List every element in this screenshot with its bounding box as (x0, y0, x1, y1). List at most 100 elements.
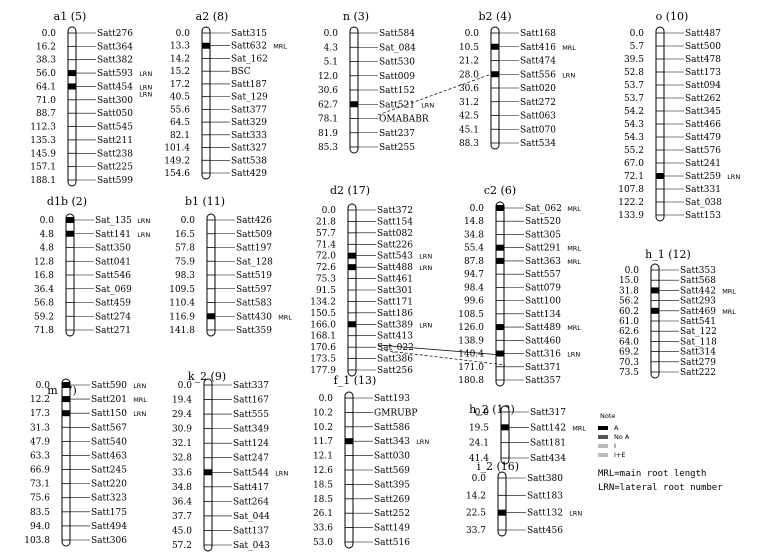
qtl-label: LRN (139, 83, 152, 91)
marker-name: Satt333 (231, 131, 267, 141)
marker-name: Satt124 (233, 439, 269, 449)
marker-position: 57.8 (175, 244, 195, 254)
marker-name: Satt082 (377, 229, 413, 239)
marker-position: 16.2 (36, 42, 56, 52)
qtl-block (62, 396, 70, 403)
legend-label: No A (614, 433, 630, 441)
marker-position: 21.2 (459, 57, 479, 67)
marker-name: Satt519 (236, 271, 272, 281)
qtl-block (348, 321, 356, 328)
marker-name: Satt461 (377, 275, 413, 285)
marker-position: 75.3 (316, 275, 336, 285)
marker-position: 85.3 (318, 143, 338, 153)
qtl-block (348, 264, 356, 271)
marker-name: Satt186 (377, 309, 413, 319)
marker-position: 107.8 (618, 185, 644, 195)
marker-name: Sat_038 (685, 198, 722, 208)
marker-position: 94.7 (464, 270, 484, 280)
qtl-label: LRN (133, 382, 146, 390)
marker-position: 177.9 (310, 366, 336, 376)
legend-label: I (614, 442, 616, 450)
marker-position: 12.1 (313, 452, 333, 462)
legend-title: Note (600, 412, 615, 420)
marker-name: Satt331 (685, 185, 721, 195)
marker-name: Satt327 (231, 144, 267, 154)
marker-name: Satt460 (525, 336, 561, 346)
marker-position: 87.8 (464, 257, 484, 267)
linkage-group-title: d2 (17) (330, 184, 370, 197)
marker-name: Satt201 (91, 395, 127, 405)
qtl-label: LRN (137, 231, 150, 239)
marker-name: Satt030 (374, 452, 410, 462)
marker-position: 32.8 (172, 454, 192, 464)
marker-position: 12.6 (313, 466, 333, 476)
marker-position: 168.1 (310, 332, 336, 342)
marker-name: Satt488 (377, 263, 413, 273)
marker-name: Satt363 (525, 257, 561, 267)
marker-name: Satt063 (520, 112, 556, 122)
marker-name: Satt168 (520, 29, 556, 39)
legend-swatch (598, 435, 608, 439)
marker-name: Satt417 (233, 483, 269, 493)
marker-position: 71.8 (34, 326, 54, 336)
marker-position: 28.0 (459, 70, 479, 80)
marker-name: Satt583 (236, 299, 272, 309)
marker-position: 73.1 (30, 480, 50, 490)
marker-position: 154.6 (164, 169, 190, 179)
marker-position: 0.0 (181, 216, 196, 226)
qtl-label: LRN (727, 173, 740, 181)
marker-name: Satt632 (231, 42, 267, 52)
marker-position: 98.3 (175, 271, 195, 281)
marker-name: Satt345 (685, 107, 721, 117)
marker-name: Satt300 (97, 96, 133, 106)
marker-name: Satt269 (374, 495, 410, 505)
legend-label: A (614, 424, 619, 432)
marker-name: Satt070 (520, 125, 556, 135)
marker-name: Satt094 (685, 81, 721, 91)
marker-name: Satt380 (527, 474, 563, 484)
marker-position: 41.4 (469, 454, 489, 464)
marker-name: Satt429 (231, 169, 267, 179)
marker-name: Satt597 (236, 285, 272, 295)
marker-position: 82.1 (170, 131, 190, 141)
marker-position: 45.0 (172, 526, 192, 536)
marker-position: 88.3 (459, 139, 479, 149)
marker-position: 14.2 (170, 54, 190, 64)
marker-name: Satt220 (91, 480, 127, 490)
marker-position: 88.7 (36, 109, 56, 119)
marker-position: 4.8 (40, 230, 55, 240)
marker-name: Satt382 (97, 56, 133, 66)
marker-name: Satt079 (525, 283, 561, 293)
marker-position: 63.3 (30, 451, 50, 461)
marker-name: Satt154 (377, 217, 413, 227)
marker-position: 55.4 (464, 244, 484, 254)
chromosome-body (500, 405, 510, 465)
marker-position: 0.0 (465, 29, 480, 39)
marker-position: 188.1 (30, 176, 56, 186)
marker-name: Satt238 (97, 149, 133, 159)
marker-name: Sat_022 (377, 343, 414, 353)
marker-position: 98.4 (464, 283, 484, 293)
marker-name: Satt599 (97, 176, 133, 186)
marker-name: Satt247 (233, 454, 269, 464)
qtl-label: LRN (139, 90, 152, 98)
chromosome-body (203, 378, 213, 552)
synteny-link (379, 349, 506, 366)
marker-name: Satt259 (685, 172, 721, 182)
marker-position: 57.7 (316, 229, 336, 239)
marker-name: Satt454 (97, 82, 133, 92)
marker-position: 71.4 (316, 240, 336, 250)
marker-name: Sat_162 (231, 54, 268, 64)
marker-name: Satt586 (374, 423, 410, 433)
marker-position: 10.5 (459, 43, 479, 53)
marker-position: 112.3 (30, 123, 56, 133)
qtl-block (501, 424, 509, 431)
marker-position: 56.0 (36, 69, 56, 79)
marker-name: Satt359 (236, 326, 272, 336)
marker-position: 64.1 (36, 82, 56, 92)
marker-name: Satt576 (685, 146, 721, 156)
marker-name: Satt557 (525, 270, 561, 280)
marker-position: 59.2 (34, 312, 54, 322)
marker-name: Satt426 (236, 216, 272, 226)
marker-name: Satt545 (97, 123, 133, 133)
